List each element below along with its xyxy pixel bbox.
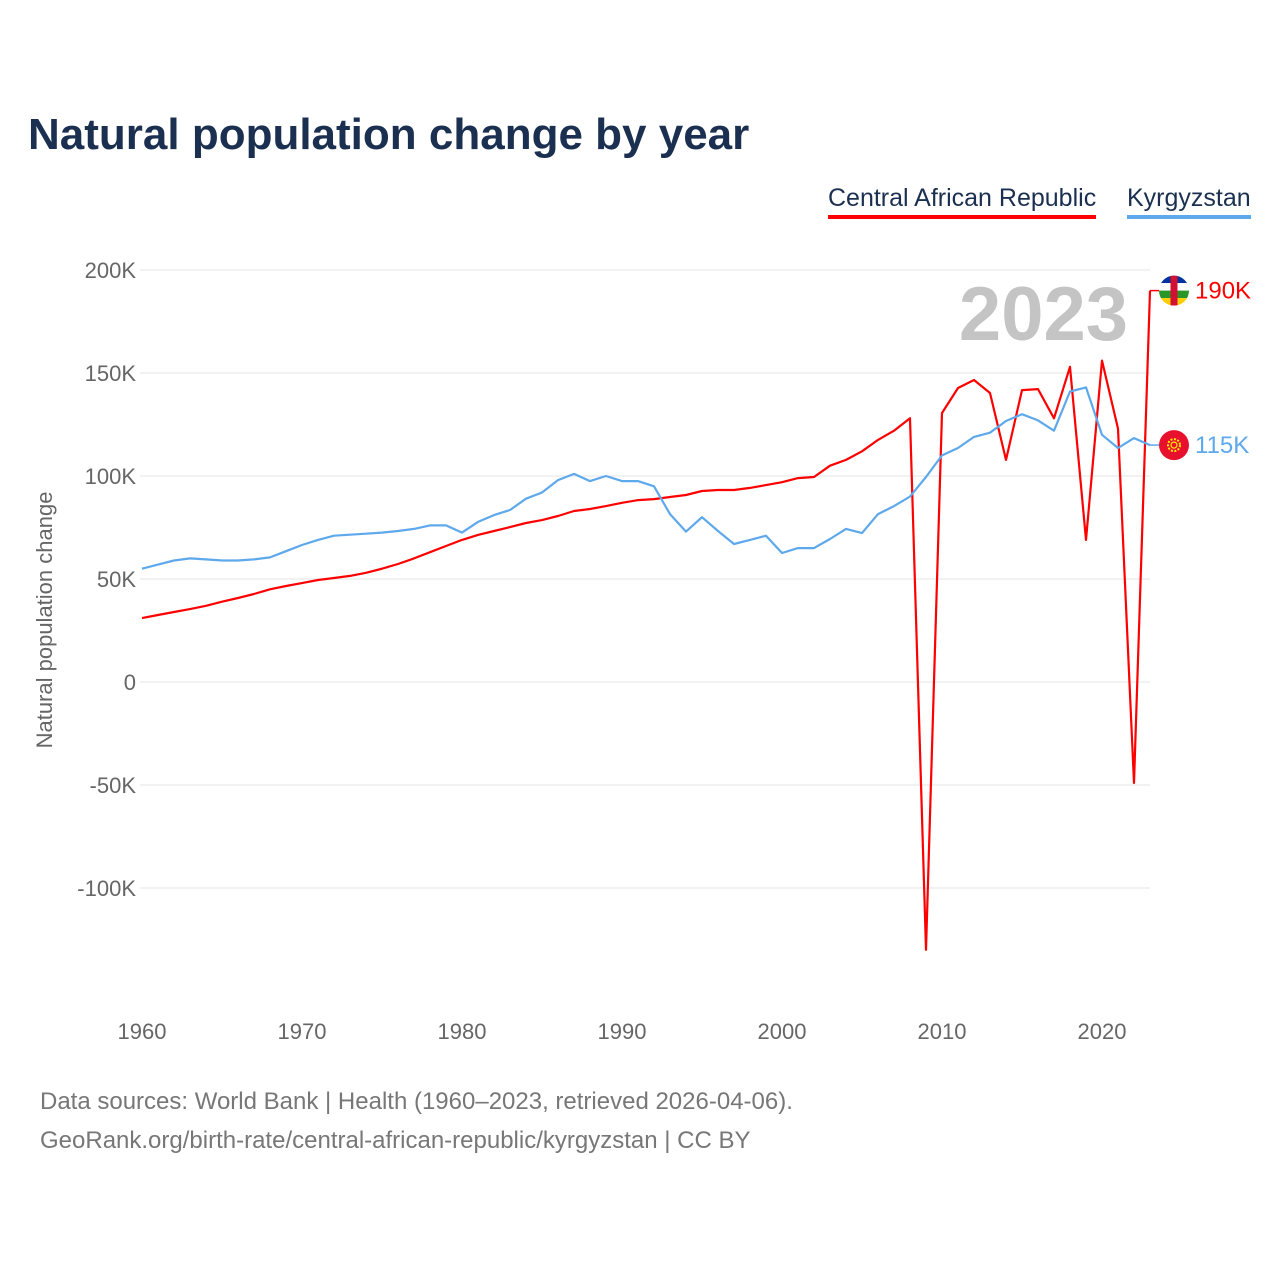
x-tick-label: 2000 <box>758 1019 807 1044</box>
x-tick-label: 2020 <box>1078 1019 1127 1044</box>
legend-item-kyrgyzstan[interactable]: Kyrgyzstan <box>1127 184 1251 219</box>
flag-sun-center <box>1170 441 1178 449</box>
y-tick-label: 100K <box>85 464 137 489</box>
end-value-label: 115K <box>1195 432 1249 459</box>
end-value-label: 190K <box>1195 278 1251 305</box>
flag-field <box>1159 430 1189 461</box>
chart-title: Natural population change by year <box>28 110 750 159</box>
y-tick-label: -100K <box>77 876 136 901</box>
kyrgyzstan-flag-icon <box>1159 430 1189 461</box>
y-axis-label: Natural population change <box>32 492 57 749</box>
y-tick-label: -50K <box>90 773 137 798</box>
flag-stripe <box>1170 275 1178 306</box>
footer-link[interactable]: GeoRank.org/birth-rate/central-african-r… <box>40 1127 751 1154</box>
central-african-republic-flag-icon <box>1159 275 1189 306</box>
y-tick-label: 150K <box>85 361 137 386</box>
flag-sun <box>1167 438 1181 453</box>
y-tick-label: 50K <box>97 567 136 592</box>
legend-item-central-african-republic[interactable]: Central African Republic <box>828 184 1097 219</box>
x-tick-label: 1980 <box>438 1019 487 1044</box>
series-line-kyrgyzstan <box>141 386 1151 570</box>
y-tick-label: 0 <box>124 670 136 695</box>
flag-stripes <box>1159 275 1189 306</box>
x-tick-label: 1970 <box>278 1019 327 1044</box>
x-tick-label: 1960 <box>118 1019 167 1044</box>
series-line-central-african-republic <box>141 290 1152 951</box>
y-tick-label: 200K <box>85 258 137 283</box>
year-label: 2023 <box>959 272 1128 357</box>
footer-source: Data sources: World Bank | Health (1960–… <box>40 1088 793 1115</box>
x-tick-label: 2010 <box>918 1019 967 1044</box>
x-tick-label: 1990 <box>598 1019 647 1044</box>
